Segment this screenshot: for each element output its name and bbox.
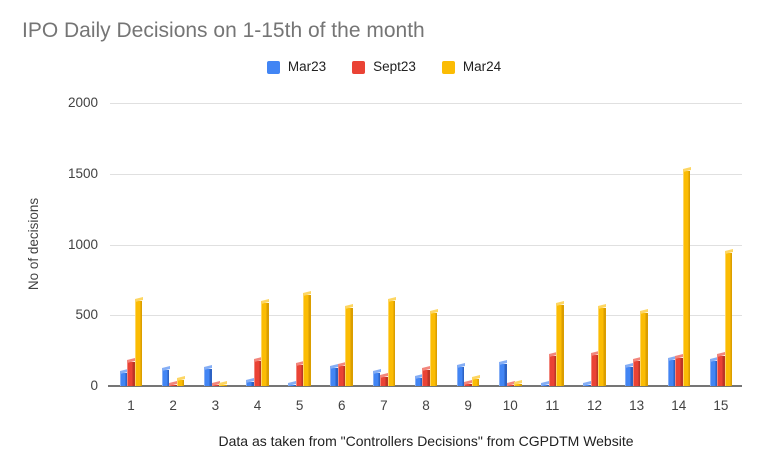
bar-mar23-day-3[interactable] [204,369,212,386]
bar-sept23-day-2[interactable] [169,384,177,386]
bar-mar23-day-11[interactable] [541,384,549,386]
bar-sept23-day-10[interactable] [506,384,515,386]
x-tick-9: 9 [464,398,472,413]
legend-label: Mar24 [462,59,502,74]
gridline-2000 [110,103,742,104]
legend-swatch-mar24 [441,60,455,74]
gridline-1000 [110,244,742,246]
bar-mar23-day-7[interactable] [372,373,381,386]
bar-sept23-day-1[interactable] [127,361,135,386]
bar-mar24-day-9[interactable] [471,379,480,386]
bar-mar24-day-4[interactable] [261,302,269,386]
legend-swatch-sept23 [352,60,366,74]
legend-item-sept23[interactable]: Sept23 [352,60,416,74]
bar-sept23-day-4[interactable] [253,360,262,386]
bar-mar23-day-5[interactable] [288,384,296,386]
bar-mar23-day-8[interactable] [414,377,423,386]
bar-sept23-day-14[interactable] [675,358,683,386]
bar-mar24-day-12[interactable] [598,308,606,386]
x-tick-7: 7 [380,398,388,413]
x-tick-11: 11 [545,398,560,413]
legend: Mar23 Sept23 Mar24 [0,60,768,74]
y-tick-0: 0 [90,378,98,393]
bar-sept23-day-7[interactable] [380,376,388,386]
bar-mar24-day-6[interactable] [345,308,353,386]
bar-mar24-day-11[interactable] [556,305,564,386]
bar-mar24-day-7[interactable] [387,301,396,386]
bar-mar24-day-14[interactable] [682,170,691,386]
bar-sept23-day-15[interactable] [717,356,725,386]
x-tick-10: 10 [502,398,518,413]
bar-mar24-day-8[interactable] [429,313,438,386]
bar-sept23-day-12[interactable] [590,354,599,386]
x-tick-8: 8 [422,398,430,413]
x-tick-1: 1 [127,398,135,413]
bar-mar23-day-6[interactable] [330,368,338,386]
gridline-500 [110,315,742,317]
bar-mar23-day-12[interactable] [583,384,591,386]
x-tick-15: 15 [713,398,729,413]
y-tick-1500: 1500 [67,165,98,181]
bar-mar24-day-13[interactable] [640,313,648,386]
x-tick-5: 5 [295,398,304,413]
bar-sept23-day-3[interactable] [211,384,220,386]
bar-sept23-day-13[interactable] [632,361,641,386]
bar-sept23-day-6[interactable] [337,366,346,386]
legend-swatch-mar23 [266,60,280,74]
y-axis-title: No of decisions [26,197,41,291]
x-tick-4: 4 [253,398,262,413]
bar-mar24-day-2[interactable] [176,380,185,386]
x-axis-line [108,385,742,387]
bar-sept23-day-11[interactable] [548,355,557,386]
legend-label: Mar23 [287,59,327,74]
x-tick-13: 13 [629,398,645,413]
x-tick-12: 12 [587,398,603,413]
x-tick-2: 2 [169,398,177,413]
bar-mar23-day-4[interactable] [246,381,254,386]
bar-sept23-day-8[interactable] [422,369,430,386]
x-axis-caption: Data as taken from "Controllers Decision… [218,433,634,449]
bar-mar23-day-15[interactable] [709,361,718,386]
x-tick-14: 14 [671,398,687,413]
x-tick-6: 6 [337,398,346,413]
bar-mar23-day-14[interactable] [667,359,676,386]
bar-mar23-day-2[interactable] [161,370,170,386]
y-tick-500: 500 [75,307,98,323]
gridline-1500 [110,173,742,175]
bar-mar24-day-5[interactable] [303,294,311,386]
bar-sept23-day-5[interactable] [295,365,304,386]
bar-mar24-day-15[interactable] [724,253,733,386]
bar-mar23-day-1[interactable] [119,373,128,386]
bar-sept23-day-9[interactable] [464,384,472,386]
chart-title: IPO Daily Decisions on 1-15th of the mon… [22,19,425,42]
legend-item-mar24[interactable]: Mar24 [441,59,502,74]
y-tick-1000: 1000 [67,236,98,252]
x-tick-3: 3 [211,398,220,413]
legend-item-mar23[interactable]: Mar23 [266,59,327,74]
bar-mar24-day-1[interactable] [134,301,143,386]
bar-mar23-day-13[interactable] [625,366,633,386]
legend-label: Sept23 [373,59,416,74]
plot-area [108,103,742,387]
bar-mar24-day-3[interactable] [219,384,227,386]
bar-mar23-day-10[interactable] [499,364,507,386]
y-tick-2000: 2000 [67,95,98,110]
bar-mar23-day-9[interactable] [456,366,465,386]
bar-mar24-day-10[interactable] [514,383,522,386]
